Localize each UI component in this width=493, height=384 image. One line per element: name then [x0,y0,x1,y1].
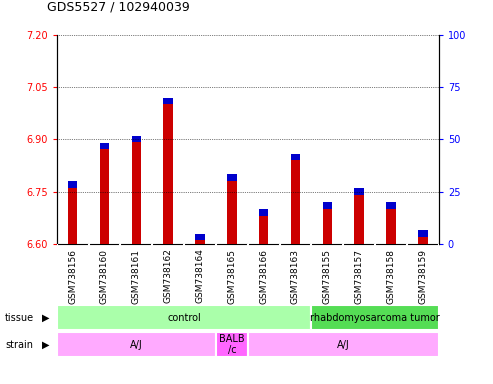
Bar [68,181,77,188]
Bar [227,177,237,244]
Text: tissue: tissue [5,313,34,323]
Bar [247,332,439,357]
Text: GSM738161: GSM738161 [132,248,141,304]
Bar [163,98,173,104]
Bar [291,154,300,160]
Text: GDS5527 / 102940039: GDS5527 / 102940039 [47,0,190,13]
Bar [227,174,237,181]
Bar [132,136,141,142]
Bar [57,305,312,330]
Text: GSM738160: GSM738160 [100,248,109,304]
Text: BALB
/c: BALB /c [219,334,245,356]
Bar [386,202,396,209]
Text: GSM738157: GSM738157 [354,248,364,304]
Bar [259,212,268,244]
Bar [57,332,216,357]
Bar [386,205,396,244]
Text: rhabdomyosarcoma tumor: rhabdomyosarcoma tumor [310,313,440,323]
Text: GSM738166: GSM738166 [259,248,268,304]
Bar [322,205,332,244]
Text: control: control [167,313,201,323]
Bar [216,332,247,357]
Bar [312,305,439,330]
Bar [195,237,205,244]
Bar [163,101,173,244]
Text: ▶: ▶ [42,313,50,323]
Text: A/J: A/J [337,339,350,350]
Bar [418,233,427,244]
Text: GSM738165: GSM738165 [227,248,236,304]
Bar [322,202,332,209]
Text: GSM738155: GSM738155 [323,248,332,304]
Bar [100,143,109,149]
Bar [100,146,109,244]
Text: ▶: ▶ [42,339,50,350]
Text: GSM738159: GSM738159 [419,248,427,304]
Bar [418,230,427,237]
Text: A/J: A/J [130,339,142,350]
Bar [195,234,205,240]
Bar [259,209,268,215]
Bar [354,189,364,195]
Bar [68,185,77,244]
Text: GSM738162: GSM738162 [164,248,173,303]
Bar [291,157,300,244]
Bar [354,192,364,244]
Text: GSM738158: GSM738158 [387,248,395,304]
Bar [132,139,141,244]
Text: GSM738164: GSM738164 [195,248,205,303]
Text: strain: strain [5,339,33,350]
Text: GSM738156: GSM738156 [68,248,77,304]
Text: GSM738163: GSM738163 [291,248,300,304]
